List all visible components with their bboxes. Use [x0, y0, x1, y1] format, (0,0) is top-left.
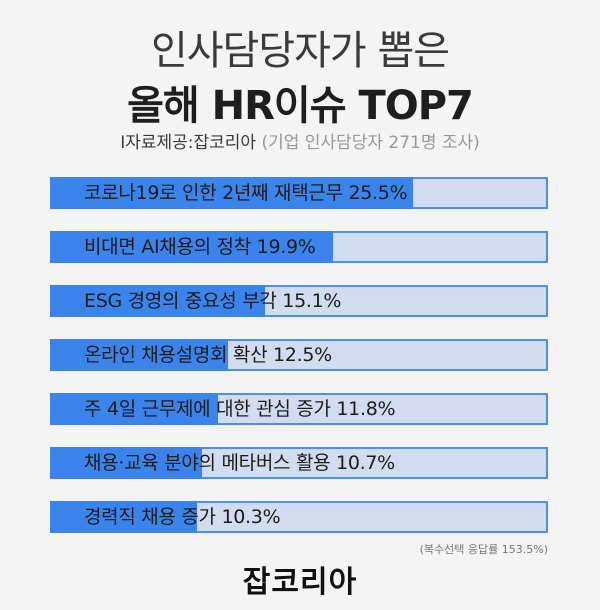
bar [50, 231, 333, 263]
bar [50, 339, 228, 371]
bar-label: 채용·교육 분야의 메타버스 활용 10.7% [84, 452, 395, 474]
bar-row: 경력직 채용 증가 10.3% [50, 501, 548, 533]
bar [50, 285, 265, 317]
bar-row: 코로나19로 인한 2년째 재택근무 25.5% [50, 177, 548, 209]
footnote: (복수선택 응답률 153.5%) [419, 543, 548, 556]
source-note: (기업 인사담당자 271명 조사) [256, 133, 480, 153]
bar [50, 447, 202, 479]
chart-title-line1: 인사담당자가 뽑은 [150, 28, 450, 74]
chart-title-line2: 올해 HR이슈 TOP7 [127, 83, 474, 129]
bar-row: 주 4일 근무제에 대한 관심 증가 11.8% [50, 393, 548, 425]
bar-label: 주 4일 근무제에 대한 관심 증가 11.8% [84, 398, 396, 420]
bar-label: 코로나19로 인한 2년째 재택근무 25.5% [84, 182, 408, 204]
bar-label: 비대면 AI채용의 정착 19.9% [84, 236, 316, 258]
bar-row: 비대면 AI채용의 정착 19.9% [50, 231, 548, 263]
jobkorea-logo: 잡코리아 [242, 565, 358, 600]
source-credit: I자료제공:잡코리아 (기업 인사담당자 271명 조사) [0, 128, 600, 153]
bar-label: 경력직 채용 증가 10.3% [84, 506, 281, 528]
bar-label: 온라인 채용설명회 확산 12.5% [84, 344, 332, 366]
source-main: I자료제공:잡코리아 [120, 133, 257, 153]
bar [50, 177, 413, 209]
bar-row: 채용·교육 분야의 메타버스 활용 10.7% [50, 447, 548, 479]
bar-row: ESG 경영의 중요성 부각 15.1% [50, 285, 548, 317]
bar [50, 501, 197, 533]
bar [50, 393, 218, 425]
bar-row: 온라인 채용설명회 확산 12.5% [50, 339, 548, 371]
bar-label: ESG 경영의 중요성 부각 15.1% [84, 290, 342, 312]
